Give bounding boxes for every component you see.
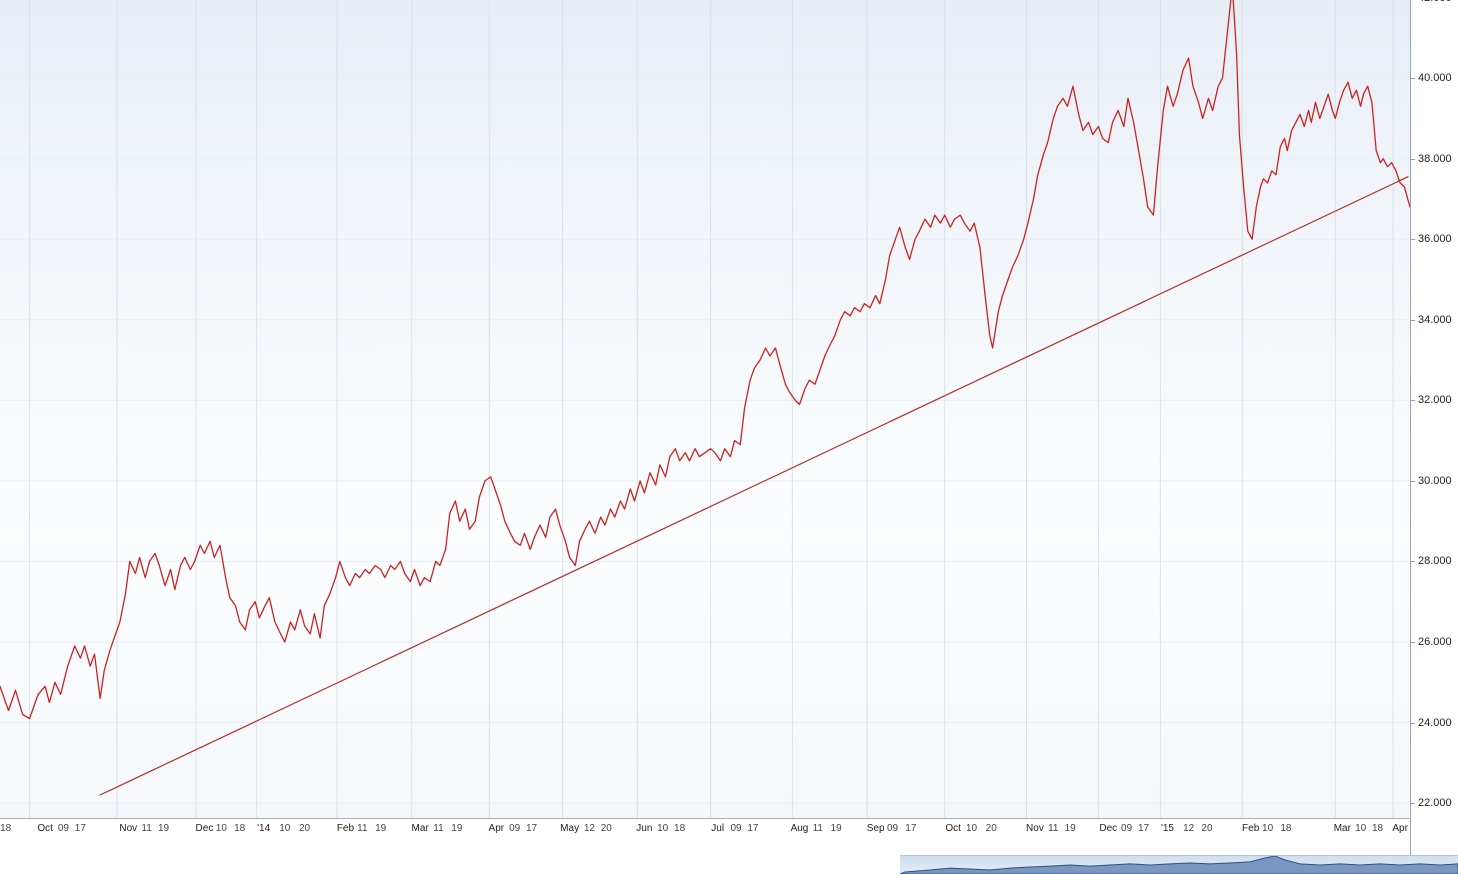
price-series-line [0,0,1410,720]
x-axis-label: Nov [119,823,138,834]
navigator-svg [900,856,1458,874]
y-axis-tick [1411,158,1415,160]
y-axis-tick [1411,722,1415,724]
y-axis-label: 32.000 [1418,394,1452,407]
x-axis-label: 10 [657,823,669,834]
y-axis[interactable]: 42.000 40.000 38.000 36.000 34.000 32.000 30.0… [1410,0,1458,873]
x-axis-label: 12 [583,823,595,834]
y-axis-label: 28.000 [1418,555,1452,568]
x-axis-label: 17 [74,823,86,834]
x-axis-label: 17 [747,823,759,834]
x-axis-label: '14 [257,823,271,834]
y-axis-label: 34.000 [1418,313,1452,326]
x-axis-label: 10 [965,823,978,834]
x-axis-label: 09 [886,823,899,834]
y-axis-tick [1411,561,1415,563]
x-axis-label: 20 [1201,823,1213,834]
y-axis-tick [1411,641,1415,643]
x-axis-label: 19 [157,823,170,834]
x-axis-label: Apr [488,823,505,834]
x-axis-label: 20 [985,823,997,834]
x-axis-label: 19 [830,823,842,834]
x-axis-label: Dec [1099,823,1118,834]
x-axis-label: Dec [195,823,214,834]
x-axis-label: Aug [790,823,809,834]
x-axis-label: Jun [636,823,653,834]
y-axis-label: 40.000 [1418,72,1452,85]
x-axis-label: 11 [433,823,444,834]
x-axis-label: Jul [711,823,725,834]
x-axis-label: 18 [674,823,686,834]
trend-line [99,176,1409,796]
x-axis-label: 10 [215,823,227,834]
x-axis-label: 12 [1183,823,1195,834]
x-axis-label: Mar [411,823,429,834]
x-axis-label: 11 [812,823,823,834]
y-axis-tick [1411,803,1415,805]
x-axis-label: Nov [1026,823,1044,834]
chart-plot-area[interactable] [0,0,1410,819]
price-chart-svg [0,0,1410,818]
y-axis-label: 30.000 [1418,474,1452,487]
x-axis-label: 20 [600,823,612,834]
x-axis-label: 18 [234,823,246,834]
x-axis-label: 17 [1137,823,1150,834]
y-axis-tick [1411,78,1415,80]
x-axis-label: 18 [0,823,12,834]
x-axis-label: May [560,823,580,834]
y-axis-label: 38.000 [1418,152,1452,165]
x-axis-label: 09 [57,823,69,834]
x-axis-label: Feb [1242,823,1260,834]
x-axis-label: 17 [526,823,538,834]
y-axis-label: 26.000 [1418,635,1452,648]
x-axis-label: 18 [1372,823,1384,834]
x-axis-label: Oct [945,823,961,834]
x-axis-label: Sep [866,823,885,834]
x-axis-label: 18 [1280,823,1292,834]
x-axis-label: 10 [1262,823,1274,834]
x-axis-label: 10 [279,823,291,834]
y-axis-label: 36.000 [1418,233,1452,246]
y-axis-label: 24.000 [1418,716,1452,729]
x-axis-label: 10 [1355,823,1367,834]
x-axis-label: 19 [451,823,463,834]
x-axis-label: 11 [357,823,368,834]
x-axis[interactable]: 18 Oct 09 17 Nov 11 19 Dec 10 18'14 10 20 Feb 11 19 Mar… [0,819,1410,839]
y-axis-tick [1411,480,1415,482]
x-axis-label: 09 [1121,823,1133,834]
x-axis-label: 09 [730,823,742,834]
chart-navigator[interactable] [900,855,1458,874]
x-axis-label: 19 [375,823,387,834]
y-axis-tick [1411,239,1415,241]
x-axis-label: Apr [1392,823,1408,834]
x-axis-label: Mar [1333,823,1351,834]
y-axis-tick [1411,319,1415,321]
x-axis-label: 20 [298,823,311,834]
y-axis-label: 22.000 [1418,797,1452,810]
x-axis-label: Oct [37,823,53,834]
x-axis-label: 17 [905,823,917,834]
x-axis-label: Feb [336,823,355,834]
x-axis-label: '15 [1160,823,1174,834]
navigator-area [900,856,1458,874]
x-axis-label: 11 [141,823,152,834]
y-axis-label: 42.000 [1418,0,1452,4]
y-axis-tick [1411,400,1415,402]
x-axis-label: 19 [1064,823,1076,834]
x-axis-label: 09 [509,823,521,834]
x-axis-label: 11 [1048,823,1059,834]
